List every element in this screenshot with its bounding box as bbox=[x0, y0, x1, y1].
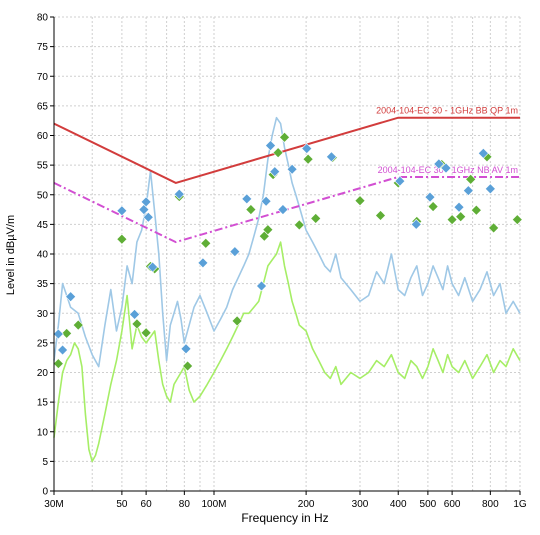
qp-marker bbox=[484, 183, 496, 195]
av-marker bbox=[465, 173, 477, 185]
av-marker bbox=[245, 204, 257, 215]
qp-marker bbox=[65, 291, 77, 303]
y-tick-label: 75 bbox=[37, 42, 49, 53]
qp-marker bbox=[433, 158, 445, 170]
av-marker bbox=[262, 224, 274, 236]
av-marker bbox=[272, 147, 284, 159]
av-marker bbox=[116, 233, 128, 245]
x-tick-label: 500 bbox=[420, 499, 437, 510]
qp-limit-label: 2004-104-EC 30 - 1GHz BB QP 1m bbox=[376, 106, 518, 116]
av-marker bbox=[310, 213, 322, 224]
av-marker bbox=[488, 222, 500, 234]
av-marker bbox=[455, 211, 467, 223]
av-marker bbox=[427, 201, 439, 213]
y-tick-label: 35 bbox=[37, 279, 49, 290]
qp-limit-line bbox=[53, 116, 520, 184]
av-marker bbox=[231, 315, 243, 327]
av-marker bbox=[52, 358, 64, 370]
qp-marker bbox=[241, 193, 253, 205]
y-tick-label: 20 bbox=[37, 368, 49, 379]
traces bbox=[53, 116, 521, 463]
qp-marker bbox=[173, 188, 185, 200]
av-marker bbox=[446, 214, 458, 226]
qp-marker bbox=[453, 201, 465, 213]
y-tick-label: 45 bbox=[37, 220, 49, 231]
y-tick-label: 25 bbox=[37, 338, 49, 349]
qp-marker bbox=[286, 163, 298, 175]
qp-marker bbox=[129, 309, 140, 320]
av-marker bbox=[279, 131, 290, 143]
y-tick-label: 30 bbox=[37, 309, 49, 320]
x-tick-label: 300 bbox=[352, 499, 369, 510]
av-marker bbox=[293, 219, 305, 231]
av-marker bbox=[140, 327, 152, 339]
peak-trace bbox=[53, 116, 521, 368]
y-tick-label: 70 bbox=[37, 72, 49, 83]
av-marker bbox=[61, 327, 73, 339]
y-tick-label: 80 bbox=[37, 13, 49, 24]
av-marker bbox=[131, 318, 143, 330]
qp-marker bbox=[424, 191, 436, 203]
qp-marker bbox=[197, 257, 209, 269]
y-tick-label: 65 bbox=[37, 101, 49, 112]
qp-marker bbox=[260, 195, 272, 207]
x-tick-label: 600 bbox=[444, 499, 461, 510]
x-tick-label: 800 bbox=[482, 499, 499, 510]
qp-marker bbox=[140, 196, 152, 208]
y-axis-label: Level in dBµV/m bbox=[5, 215, 17, 295]
av-marker bbox=[470, 204, 482, 216]
qp-marker bbox=[265, 140, 276, 151]
qp-marker bbox=[229, 246, 241, 258]
markers bbox=[52, 131, 523, 372]
av-marker bbox=[354, 195, 366, 207]
y-tick-label: 60 bbox=[37, 131, 49, 142]
qp-marker bbox=[180, 343, 192, 355]
axes: 0 5 10 15 20 25 30 35 40 45 50 55 60 65 70 75 80 30M 50 60 8… bbox=[37, 13, 527, 511]
av-marker bbox=[511, 214, 523, 226]
qp-marker bbox=[410, 218, 422, 230]
qp-marker bbox=[301, 143, 313, 154]
x-tick-label: 50 bbox=[116, 499, 128, 510]
qp-marker bbox=[477, 147, 489, 159]
qp-marker bbox=[326, 151, 337, 163]
x-tick-label: 200 bbox=[298, 499, 315, 510]
y-tick-label: 5 bbox=[42, 457, 48, 468]
y-tick-label: 15 bbox=[37, 398, 49, 409]
average-trace bbox=[53, 241, 521, 463]
qp-marker bbox=[256, 280, 267, 292]
qp-marker bbox=[394, 175, 406, 187]
av-marker bbox=[72, 319, 84, 331]
y-tick-label: 55 bbox=[37, 161, 49, 172]
av-marker bbox=[182, 360, 194, 372]
x-tick-label: 400 bbox=[390, 499, 407, 510]
av-marker bbox=[302, 153, 314, 165]
qp-marker bbox=[440, 162, 452, 174]
y-tick-label: 40 bbox=[37, 250, 49, 261]
x-tick-label: 30M bbox=[44, 499, 63, 510]
qp-marker bbox=[116, 205, 128, 217]
y-tick-label: 10 bbox=[37, 427, 49, 438]
qp-marker bbox=[142, 211, 154, 223]
x-tick-label: 80 bbox=[179, 499, 191, 510]
x-tick-label: 60 bbox=[141, 499, 153, 510]
qp-marker bbox=[147, 261, 159, 273]
y-tick-label: 0 bbox=[42, 487, 48, 498]
x-tick-label: 100M bbox=[201, 499, 226, 510]
qp-marker bbox=[138, 204, 150, 215]
qp-marker bbox=[277, 204, 289, 215]
y-tick-label: 50 bbox=[37, 190, 49, 201]
av-marker bbox=[375, 210, 386, 221]
x-tick-label: 1G bbox=[513, 499, 527, 510]
qp-marker bbox=[462, 185, 474, 197]
qp-marker bbox=[57, 344, 69, 356]
x-axis-label: Frequency in Hz bbox=[241, 511, 328, 525]
qp-marker bbox=[52, 328, 64, 340]
qp-marker bbox=[269, 166, 281, 178]
av-marker bbox=[200, 237, 212, 249]
